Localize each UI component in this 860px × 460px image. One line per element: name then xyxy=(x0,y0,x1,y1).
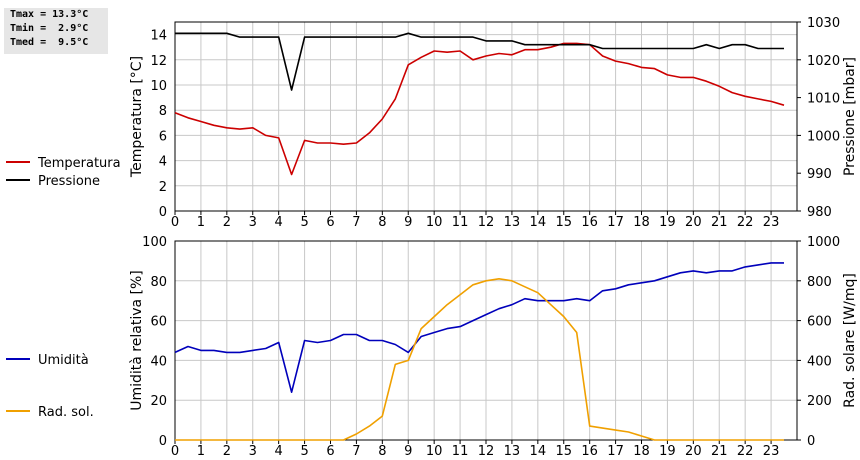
y-right-tick-label: 990 xyxy=(807,167,832,182)
y-right-tick-label: 1000 xyxy=(807,235,840,250)
series-line xyxy=(174,42,785,176)
tmed-text: Tmed = 9.5°C xyxy=(10,37,89,48)
y-left-tick-label: 0 xyxy=(159,434,167,449)
legend-label: Umidità xyxy=(38,353,89,368)
x-tick-label: 3 xyxy=(249,444,257,459)
x-tick-label: 1 xyxy=(197,215,205,230)
y-left-tick-label: 20 xyxy=(150,394,167,409)
x-tick-label: 22 xyxy=(737,444,754,459)
x-tick-label: 2 xyxy=(223,215,231,230)
y-left-tick-label: 0 xyxy=(159,205,167,220)
x-tick-label: 10 xyxy=(426,444,443,459)
x-tick-label: 9 xyxy=(404,215,412,230)
x-tick-label: 12 xyxy=(478,215,495,230)
x-tick-label: 14 xyxy=(530,444,547,459)
y-right-tick-label: 1030 xyxy=(807,16,840,31)
y-left-tick-label: 4 xyxy=(159,155,167,170)
x-tick-label: 9 xyxy=(404,444,412,459)
x-tick-label: 21 xyxy=(711,444,728,459)
y-left-axis-label: Temperatura [°C] xyxy=(129,56,145,178)
y-left-tick-label: 40 xyxy=(150,354,167,369)
x-tick-label: 0 xyxy=(171,444,179,459)
y-left-tick-label: 2 xyxy=(159,180,167,195)
y-right-tick-label: 800 xyxy=(807,275,832,290)
x-tick-label: 18 xyxy=(633,215,650,230)
y-right-tick-label: 200 xyxy=(807,394,832,409)
y-left-tick-label: 60 xyxy=(150,315,167,330)
y-left-tick-label: 10 xyxy=(150,79,167,94)
x-tick-label: 20 xyxy=(685,444,702,459)
stats-box: Tmax = 13.3°C Tmin = 2.9°C Tmed = 9.5°C xyxy=(4,8,108,54)
y-left-tick-label: 12 xyxy=(150,54,167,69)
x-tick-label: 6 xyxy=(326,215,334,230)
x-tick-label: 8 xyxy=(378,215,386,230)
y-right-tick-label: 1020 xyxy=(807,54,840,69)
x-tick-label: 7 xyxy=(352,444,360,459)
y-left-axis-label: Umidità relativa [%] xyxy=(129,270,145,411)
x-tick-label: 12 xyxy=(478,444,495,459)
x-tick-label: 19 xyxy=(659,444,676,459)
x-tick-label: 11 xyxy=(452,215,469,230)
x-tick-label: 20 xyxy=(685,215,702,230)
x-tick-label: 6 xyxy=(326,444,334,459)
series-line xyxy=(175,32,784,91)
x-tick-label: 11 xyxy=(452,444,469,459)
x-tick-label: 3 xyxy=(249,215,257,230)
y-right-tick-label: 600 xyxy=(807,315,832,330)
x-tick-label: 15 xyxy=(555,444,572,459)
x-tick-label: 5 xyxy=(300,444,308,459)
tmax-text: Tmax = 13.3°C xyxy=(10,9,89,20)
y-left-tick-label: 8 xyxy=(159,104,167,119)
series-line xyxy=(174,262,784,394)
x-tick-label: 16 xyxy=(581,215,598,230)
y-left-tick-label: 80 xyxy=(150,275,167,290)
x-tick-label: 1 xyxy=(197,444,205,459)
chart-2: 0 1 2 3 4 5 6 7 8 9 10 11 12 13 14 15 16 17 18 19 20 21 22 2302… xyxy=(6,235,858,459)
y-right-axis-label: Pressione [mbar] xyxy=(842,57,858,176)
x-tick-label: 22 xyxy=(737,215,754,230)
y-left-tick-label: 6 xyxy=(159,129,167,144)
y-right-axis-label: Rad. solare [W/mq] xyxy=(842,273,858,408)
x-tick-label: 7 xyxy=(352,215,360,230)
x-tick-label: 5 xyxy=(300,215,308,230)
y-left-tick-label: 14 xyxy=(150,29,167,44)
x-tick-label: 2 xyxy=(223,444,231,459)
x-tick-label: 19 xyxy=(659,215,676,230)
x-tick-label: 10 xyxy=(426,215,443,230)
chart-1: 0 1 2 3 4 5 6 7 8 9 10 11 12 13 14 15 16 17 18 19 20 21 22 2302… xyxy=(6,16,858,230)
x-tick-label: 8 xyxy=(378,444,386,459)
plot-frame xyxy=(174,21,798,212)
y-right-tick-label: 1010 xyxy=(807,92,840,107)
x-tick-label: 13 xyxy=(504,215,521,230)
x-tick-label: 17 xyxy=(607,215,624,230)
legend-label: Temperatura xyxy=(37,156,121,171)
x-tick-label: 18 xyxy=(633,444,650,459)
x-tick-label: 23 xyxy=(763,444,780,459)
x-tick-label: 14 xyxy=(530,215,547,230)
x-tick-label: 13 xyxy=(504,444,521,459)
y-right-tick-label: 400 xyxy=(807,354,832,369)
y-left-tick-label: 100 xyxy=(142,235,167,250)
x-tick-label: 15 xyxy=(555,215,572,230)
y-right-tick-label: 1000 xyxy=(807,129,840,144)
x-tick-label: 21 xyxy=(711,215,728,230)
series-line xyxy=(175,277,784,441)
x-tick-label: 23 xyxy=(763,215,780,230)
legend-label: Pressione xyxy=(38,174,100,189)
x-tick-label: 16 xyxy=(581,444,598,459)
x-tick-label: 17 xyxy=(607,444,624,459)
y-right-tick-label: 0 xyxy=(807,434,815,449)
x-tick-label: 4 xyxy=(275,215,283,230)
legend-label: Rad. sol. xyxy=(38,405,94,420)
tmin-text: Tmin = 2.9°C xyxy=(10,23,89,34)
plot-frame xyxy=(174,240,798,441)
x-tick-label: 0 xyxy=(171,215,179,230)
x-tick-label: 4 xyxy=(275,444,283,459)
y-right-tick-label: 980 xyxy=(807,205,832,220)
